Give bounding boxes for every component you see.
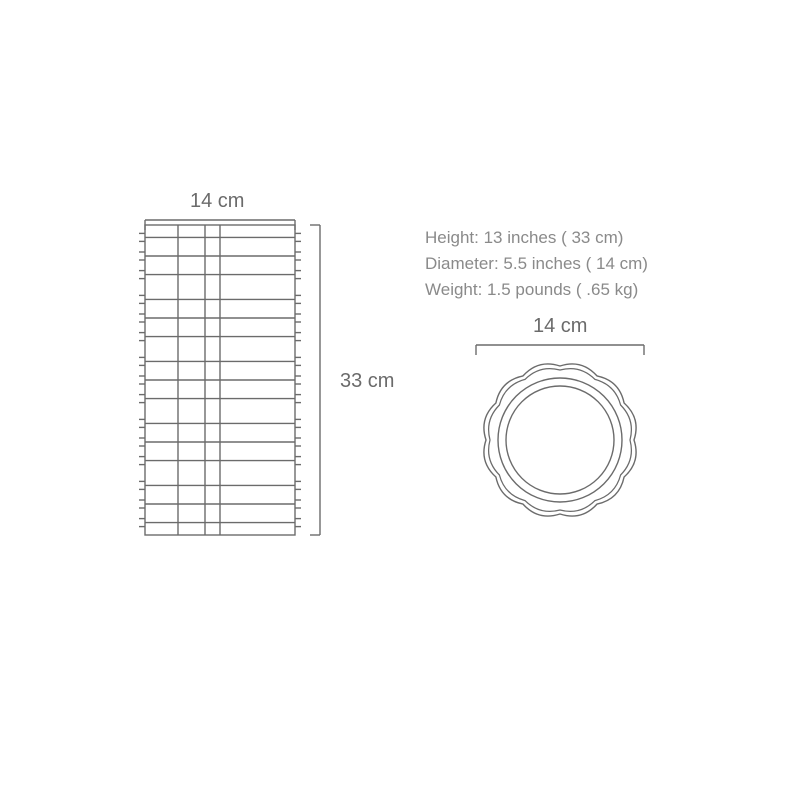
diagram-svg bbox=[0, 0, 800, 800]
diagram-canvas: 14 cm 33 cm 14 cm Height: 13 inches ( 33… bbox=[0, 0, 800, 800]
